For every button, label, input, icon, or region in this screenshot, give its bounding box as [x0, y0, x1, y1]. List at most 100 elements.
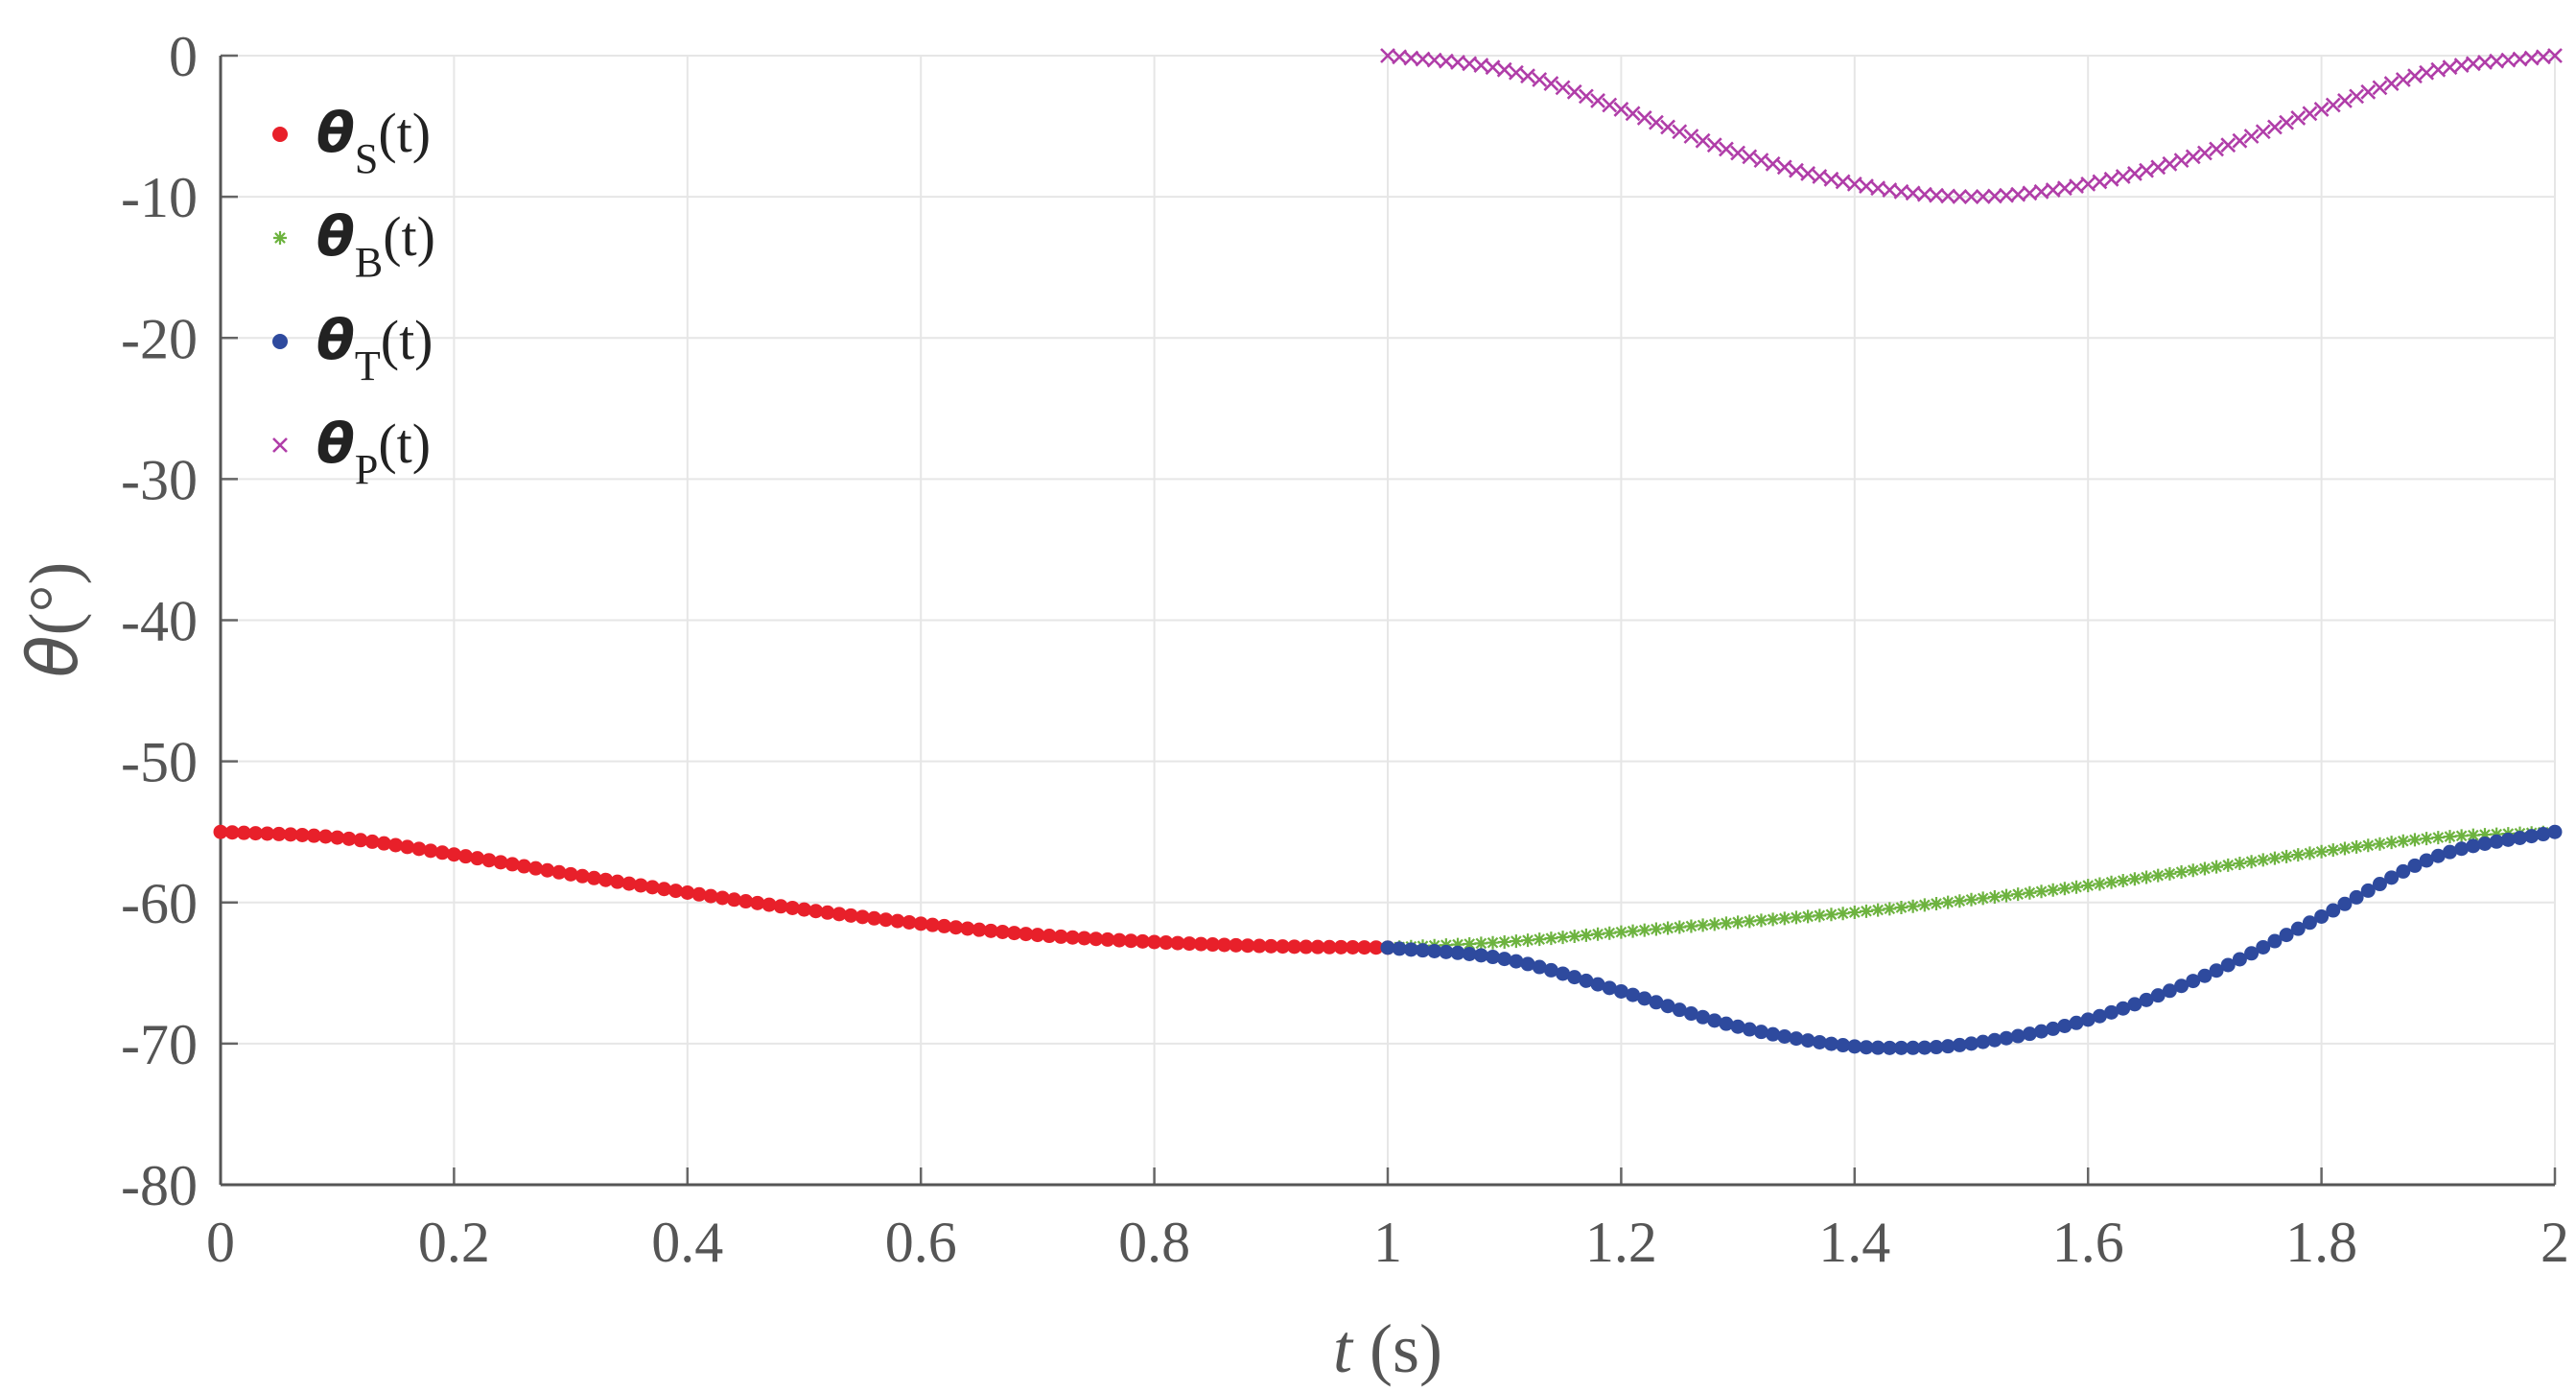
- data-point: [738, 894, 754, 909]
- series-t: [1380, 824, 2563, 1055]
- data-point: [633, 878, 648, 893]
- data-point: [1287, 939, 1302, 955]
- data-point: [1835, 174, 1851, 190]
- data-point: [272, 334, 288, 349]
- data-point: [2337, 93, 2353, 108]
- data-point: [2431, 831, 2446, 845]
- x-tick-label: 0.4: [651, 1211, 723, 1274]
- data-point: [1509, 934, 1523, 949]
- data-point: [2547, 48, 2563, 63]
- data-point: [1742, 149, 1758, 165]
- data-point: [1812, 1034, 1827, 1049]
- x-tick-label: 1.8: [2285, 1211, 2357, 1274]
- data-point: [960, 921, 975, 936]
- data-point: [1696, 1009, 1711, 1025]
- data-point: [2313, 101, 2330, 117]
- y-tick-label: 0: [169, 25, 198, 88]
- data-point: [1987, 890, 2002, 905]
- x-axis-label-var: t: [1333, 1310, 1354, 1387]
- data-point: [2197, 968, 2213, 983]
- data-point: [1626, 924, 1640, 938]
- x-tick-label: 0.6: [885, 1211, 957, 1274]
- data-point: [1123, 933, 1138, 949]
- data-point: [2396, 863, 2411, 879]
- data-point: [2442, 844, 2457, 860]
- data-point: [1660, 999, 1675, 1014]
- data-point: [2430, 61, 2447, 78]
- data-point: [540, 862, 555, 878]
- legend-item-t: θT(t): [272, 307, 433, 389]
- data-point: [574, 868, 590, 884]
- data-point: [586, 870, 601, 885]
- data-point: [458, 849, 474, 864]
- data-point: [2326, 843, 2340, 858]
- data-point: [341, 831, 357, 846]
- data-point: [902, 914, 917, 930]
- data-point: [878, 912, 894, 928]
- data-point: [1847, 906, 1862, 920]
- data-point: [2372, 80, 2388, 96]
- data-point: [1719, 141, 1734, 157]
- data-point: [1929, 187, 1944, 203]
- data-point: [1859, 1040, 1874, 1055]
- data-point: [1813, 908, 1827, 923]
- data-marks: [213, 48, 2563, 1055]
- data-point: [2104, 1004, 2119, 1020]
- data-point: [2267, 851, 2282, 865]
- data-point: [1252, 938, 1267, 954]
- data-point: [983, 923, 998, 938]
- data-point: [1859, 178, 1874, 195]
- data-point: [2395, 72, 2411, 87]
- data-point: [1952, 189, 1968, 204]
- data-point: [2104, 875, 2119, 889]
- data-point: [248, 826, 264, 841]
- data-point: [1847, 1039, 1862, 1054]
- data-point: [2419, 64, 2435, 81]
- x-axis-label: t (s): [1333, 1310, 1442, 1387]
- data-point: [1696, 918, 1710, 932]
- data-point: [2442, 59, 2458, 76]
- data-point: [1240, 938, 1255, 954]
- data-point: [1135, 933, 1150, 949]
- data-point: [1812, 169, 1828, 184]
- data-point: [1578, 88, 1594, 105]
- x-axis-label-unit: (s): [1352, 1310, 1442, 1387]
- data-point: [1065, 930, 1080, 945]
- data-point: [1963, 189, 1979, 205]
- data-point: [2056, 180, 2073, 197]
- data-point: [493, 855, 508, 870]
- data-point: [2407, 833, 2422, 847]
- data-point: [2209, 141, 2224, 157]
- data-point: [1976, 891, 1990, 906]
- legend-label: θT(t): [316, 307, 433, 389]
- data-point: [1953, 894, 1967, 908]
- data-point: [2349, 88, 2365, 105]
- data-point: [2420, 832, 2434, 846]
- data-point: [306, 828, 321, 843]
- data-point: [890, 913, 905, 929]
- data-point: [1836, 907, 1850, 921]
- data-point: [1753, 153, 1769, 169]
- data-point: [1648, 114, 1664, 130]
- data-point: [1263, 938, 1278, 954]
- data-point: [2372, 877, 2387, 892]
- data-point: [1672, 124, 1688, 140]
- data-point: [1613, 983, 1628, 999]
- data-point: [2220, 957, 2236, 973]
- data-point: [703, 888, 718, 904]
- data-point: [1753, 1025, 1768, 1040]
- data-point: [1077, 931, 1092, 946]
- legend-label: θB(t): [316, 203, 435, 286]
- data-point: [1579, 928, 1593, 942]
- data-point: [2349, 889, 2364, 905]
- data-point: [1217, 937, 1232, 953]
- data-point: [2139, 992, 2154, 1007]
- legend-label: θP(t): [316, 411, 431, 493]
- y-tick-label: -70: [121, 1013, 198, 1076]
- data-point: [1462, 946, 1477, 961]
- data-point: [668, 884, 684, 899]
- data-point: [2046, 1021, 2061, 1036]
- data-point: [376, 836, 391, 851]
- data-point: [1986, 188, 2002, 204]
- data-point: [1776, 159, 1792, 176]
